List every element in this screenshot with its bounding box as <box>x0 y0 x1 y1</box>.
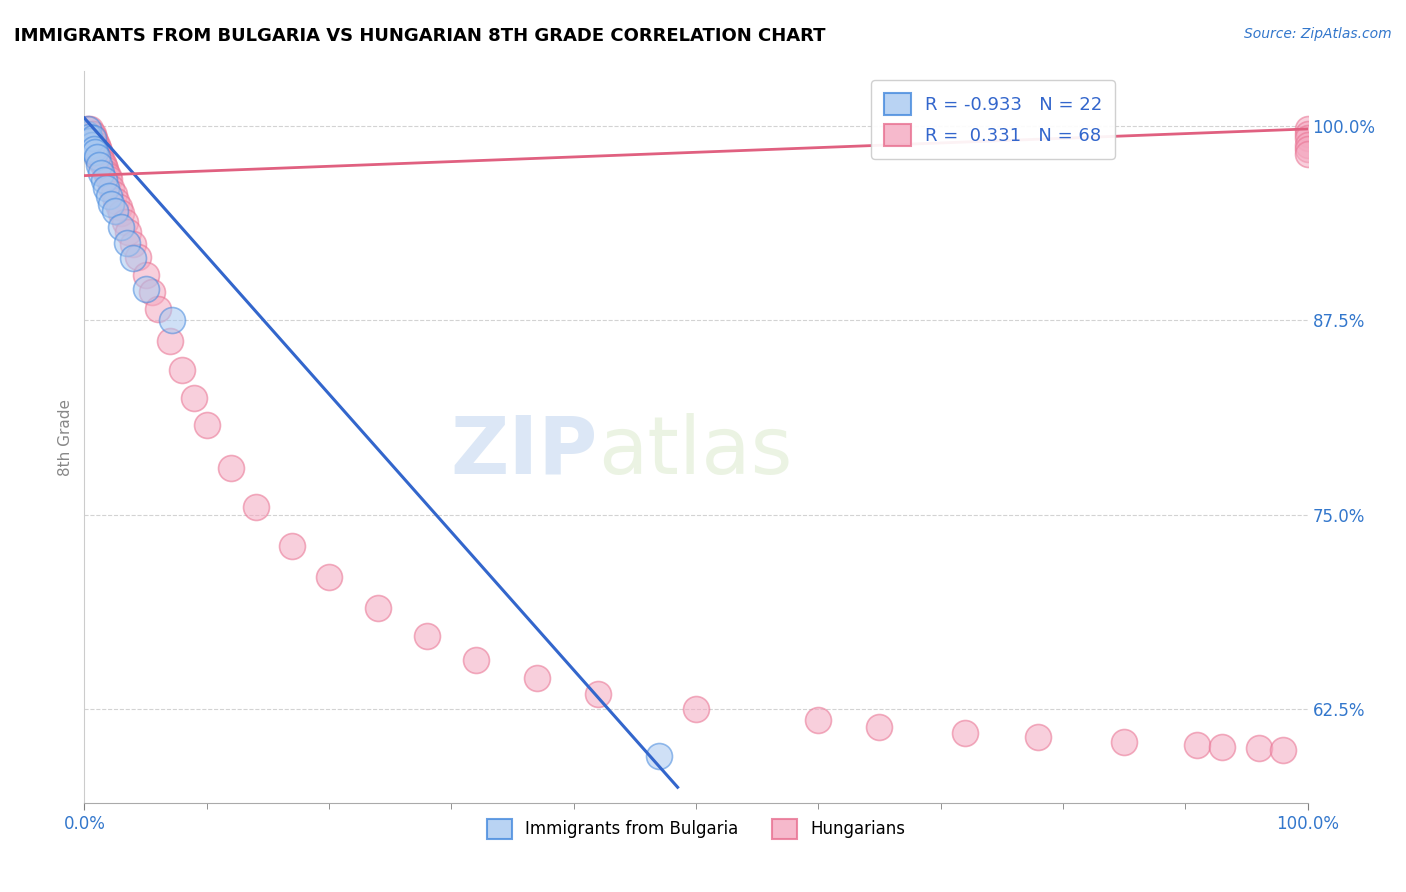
Point <box>172 363 194 377</box>
Point <box>80 135 103 149</box>
Point <box>1296 131 1319 145</box>
Point <box>97 171 120 186</box>
Point <box>953 725 976 739</box>
Text: IMMIGRANTS FROM BULGARIA VS HUNGARIAN 8TH GRADE CORRELATION CHART: IMMIGRANTS FROM BULGARIA VS HUNGARIAN 8T… <box>14 27 825 45</box>
Point <box>1247 741 1270 756</box>
Point <box>82 127 104 141</box>
Point <box>94 162 117 177</box>
Point <box>526 671 548 685</box>
Point <box>97 169 120 183</box>
Point <box>86 137 108 152</box>
Point <box>93 159 115 173</box>
Text: Source: ZipAtlas.com: Source: ZipAtlas.com <box>1244 27 1392 41</box>
Point <box>110 206 132 220</box>
Point <box>80 127 103 141</box>
Point <box>1296 122 1319 136</box>
Point <box>77 131 100 145</box>
Point <box>79 122 101 136</box>
Point <box>1296 127 1319 141</box>
Point <box>141 285 163 300</box>
Point <box>84 135 107 149</box>
Point <box>86 146 108 161</box>
Point <box>1296 137 1319 152</box>
Point <box>127 250 149 264</box>
Y-axis label: 8th Grade: 8th Grade <box>58 399 73 475</box>
Point <box>195 417 218 432</box>
Point <box>685 702 707 716</box>
Point <box>93 173 115 187</box>
Point <box>162 313 184 327</box>
Point <box>87 144 110 158</box>
Point <box>82 137 104 152</box>
Point <box>807 714 830 728</box>
Point <box>1211 739 1233 754</box>
Point <box>1272 743 1295 757</box>
Point <box>159 334 181 348</box>
Point <box>84 145 107 160</box>
Point <box>281 539 304 553</box>
Point <box>87 153 110 167</box>
Point <box>103 187 125 202</box>
Point <box>91 156 114 170</box>
Point <box>83 140 105 154</box>
Point <box>84 144 107 158</box>
Text: ZIP: ZIP <box>451 413 598 491</box>
Point <box>183 391 205 405</box>
Point <box>89 146 111 161</box>
Text: atlas: atlas <box>598 413 793 491</box>
Point <box>135 282 157 296</box>
Point <box>115 235 138 250</box>
Point <box>135 268 157 283</box>
Point <box>1114 735 1136 749</box>
Point <box>90 165 112 179</box>
Point <box>90 153 112 167</box>
Point <box>100 196 122 211</box>
Point <box>869 720 891 734</box>
Point <box>110 219 132 234</box>
Point <box>586 687 609 701</box>
Point <box>100 181 122 195</box>
Point <box>87 150 110 164</box>
Point <box>464 652 486 666</box>
Point <box>114 215 136 229</box>
Point <box>1187 738 1209 752</box>
Point <box>1296 146 1319 161</box>
Point <box>79 135 101 149</box>
Point <box>96 165 118 179</box>
Point <box>96 181 118 195</box>
Point <box>245 500 267 515</box>
Point <box>76 127 98 141</box>
Point <box>79 129 101 144</box>
Point <box>105 194 128 208</box>
Point <box>87 158 110 172</box>
Point <box>648 749 671 764</box>
Point <box>87 140 110 154</box>
Point <box>416 629 439 643</box>
Point <box>83 142 105 156</box>
Point <box>83 131 105 145</box>
Point <box>146 302 169 317</box>
Point <box>82 131 104 145</box>
Point <box>97 189 120 203</box>
Point <box>77 122 100 136</box>
Point <box>86 150 108 164</box>
Point <box>80 137 103 152</box>
Point <box>219 461 242 475</box>
Point <box>1296 142 1319 156</box>
Point <box>122 251 145 265</box>
Point <box>77 127 100 141</box>
Point <box>1028 731 1050 745</box>
Point <box>318 570 340 584</box>
Point <box>77 129 100 144</box>
Point <box>367 601 389 615</box>
Point <box>76 122 98 136</box>
Point <box>104 204 127 219</box>
Legend: Immigrants from Bulgaria, Hungarians: Immigrants from Bulgaria, Hungarians <box>481 812 911 846</box>
Point <box>107 200 129 214</box>
Point <box>117 225 139 239</box>
Point <box>122 237 145 252</box>
